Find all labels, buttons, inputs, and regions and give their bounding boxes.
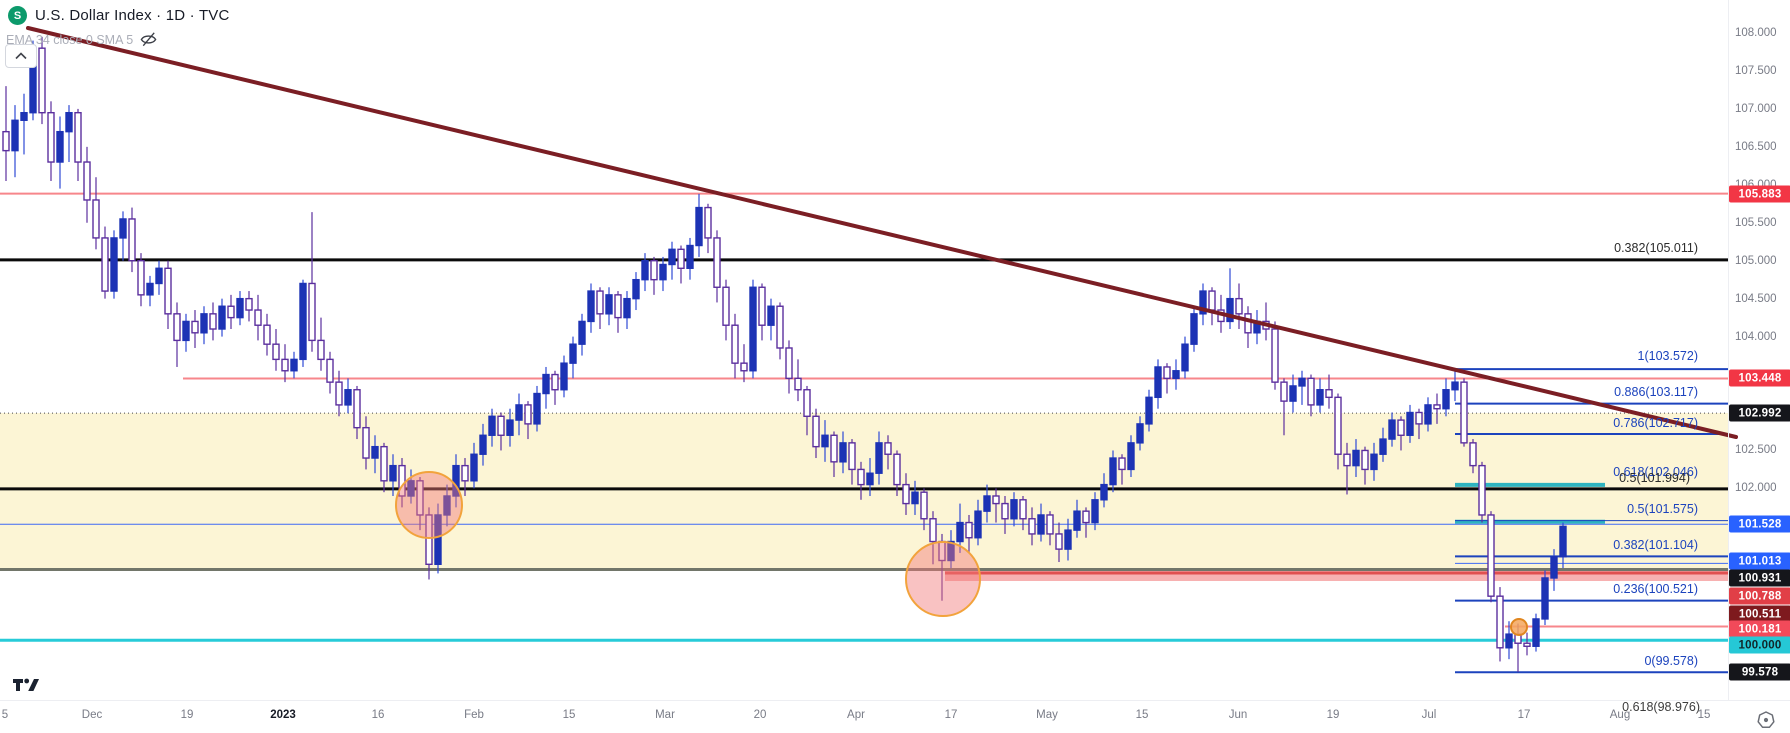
x-axis-label: Mar — [655, 709, 675, 721]
symbol-title[interactable]: U.S. Dollar Index · 1D · TVC — [35, 7, 230, 24]
fib-level-label: 0.786(102.717) — [1613, 416, 1698, 430]
x-axis-label: 15 — [1697, 709, 1711, 721]
price-tag: 100.788 — [1729, 587, 1790, 605]
price-tag: 105.883 — [1729, 185, 1790, 203]
y-axis-label: 104.500 — [1735, 292, 1777, 305]
price-tag: 102.992 — [1729, 404, 1790, 422]
price-tag: 100.931 — [1729, 569, 1790, 587]
chart-header: S U.S. Dollar Index · 1D · TVC EMA 34 cl… — [6, 6, 230, 49]
zone-band — [945, 571, 1728, 581]
y-axis-label: 102.000 — [1735, 482, 1777, 495]
descending-trendline[interactable] — [26, 26, 1738, 439]
collapse-indicators-button[interactable] — [5, 44, 37, 68]
highlight-circle — [1510, 618, 1528, 636]
x-axis-label: Jul — [1421, 709, 1437, 721]
symbol-logo: S — [8, 6, 27, 25]
price-tag: 100.000 — [1729, 636, 1790, 654]
eye-off-icon[interactable] — [139, 30, 158, 49]
indicator-label[interactable]: EMA 34 close 0 SMA 5 — [6, 32, 134, 47]
x-axis-label: 16 — [371, 709, 385, 721]
y-axis-label: 105.000 — [1735, 254, 1777, 267]
fib-level-label: 1(103.572) — [1638, 349, 1698, 363]
x-axis-label: 17 — [944, 709, 958, 721]
time-axis[interactable]: 5 Dec 19 2023 16 Feb 15 Mar 20 Apr 17 May 15 Jun 19 Jul… — [0, 700, 1790, 733]
fib-level-label: 0.886(103.117) — [1614, 385, 1698, 399]
price-tag: 103.448 — [1729, 369, 1790, 387]
y-axis-label: 107.500 — [1735, 64, 1777, 77]
fib-level-label: 0.5(101.575) — [1627, 502, 1698, 516]
x-axis-label: Aug — [1609, 709, 1631, 721]
x-axis-label: 19 — [180, 709, 194, 721]
fib-level-label: 0.5(101.994) — [1619, 471, 1690, 485]
y-axis-label: 107.000 — [1735, 102, 1777, 115]
highlight-circle — [395, 471, 463, 539]
x-axis-label: 20 — [753, 709, 767, 721]
zone-band — [0, 413, 1728, 570]
highlight-circle — [905, 541, 981, 617]
price-axis[interactable]: 108.000107.500107.000106.500106.000105.5… — [1728, 0, 1790, 700]
fib-level-label: 0.382(101.104) — [1613, 538, 1698, 552]
y-axis-label: 102.500 — [1735, 444, 1777, 457]
x-axis-label: 5 — [1, 709, 9, 721]
fib-level-label: 0.618(98.976) — [1622, 700, 1700, 714]
price-tag: 100.511 — [1729, 605, 1790, 623]
candles-layer — [2, 36, 1567, 673]
chevron-up-icon — [15, 52, 27, 60]
fib-level-label: 0.618(102.046) — [1613, 465, 1698, 479]
fib-level-label: 0.236(100.521) — [1613, 582, 1698, 596]
price-tag: 99.578 — [1729, 663, 1790, 681]
price-tag: 101.528 — [1729, 515, 1790, 533]
x-axis-label: 2023 — [270, 709, 296, 721]
y-axis-label: 105.500 — [1735, 216, 1777, 229]
y-axis-label: 104.000 — [1735, 330, 1777, 343]
fib-level-label: 0(99.578) — [1644, 654, 1698, 668]
y-axis-label: 108.000 — [1735, 27, 1777, 39]
x-axis-label: 15 — [1135, 709, 1149, 721]
x-axis-label: 19 — [1326, 709, 1340, 721]
x-axis-label: Dec — [81, 709, 103, 721]
y-axis-label: 106.500 — [1735, 140, 1777, 153]
x-axis-label: Feb — [464, 709, 484, 721]
x-axis-label: Jun — [1228, 709, 1248, 721]
x-axis-label: May — [1036, 709, 1058, 721]
fib-level-label: 0.382(105.011) — [1614, 241, 1698, 255]
price-tag: 100.181 — [1729, 620, 1790, 638]
price-tag: 101.013 — [1729, 552, 1790, 570]
tradingview-logo-icon[interactable] — [13, 676, 39, 699]
x-axis-label: Apr — [847, 709, 865, 721]
x-axis-label: 15 — [562, 709, 576, 721]
x-axis-label: 17 — [1517, 709, 1531, 721]
settings-gear-icon[interactable] — [1756, 710, 1776, 733]
